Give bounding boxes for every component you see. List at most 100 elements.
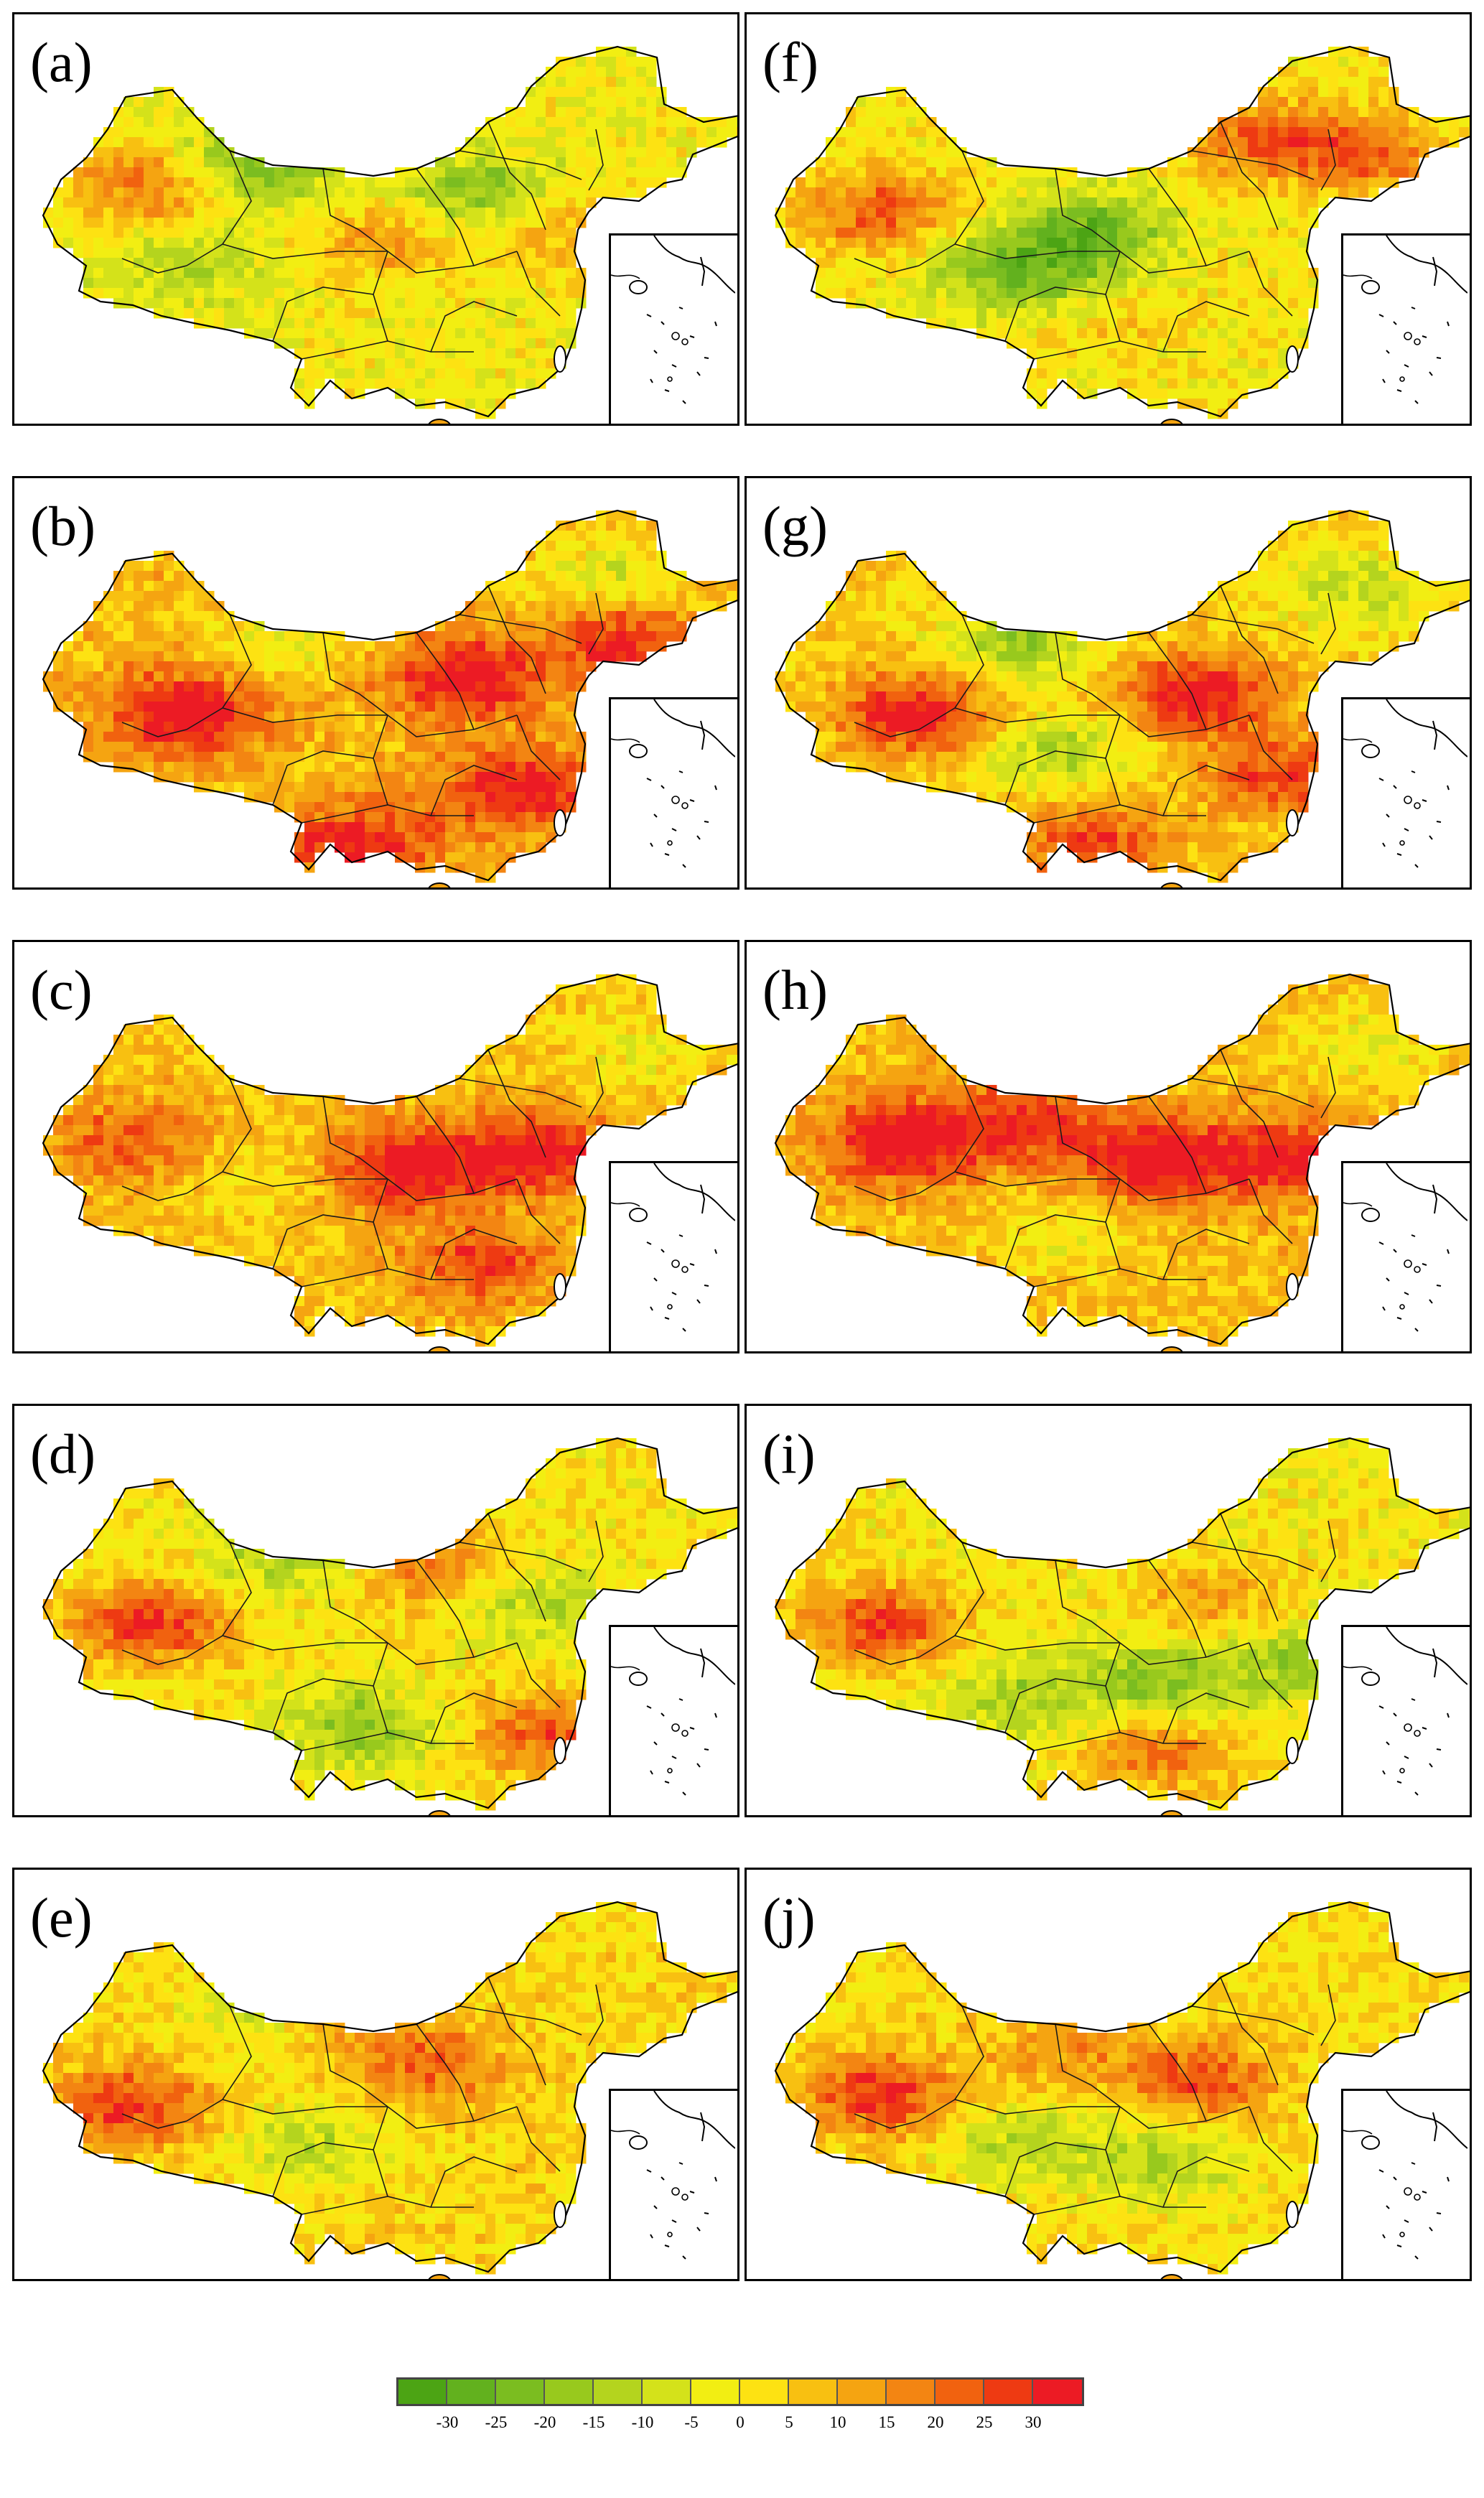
raster-cell xyxy=(606,117,617,128)
raster-cell xyxy=(596,1468,607,1479)
raster-cell xyxy=(244,1619,255,1630)
raster-cell xyxy=(405,218,416,228)
raster-cell xyxy=(345,388,355,399)
raster-cell xyxy=(144,1105,154,1116)
raster-cell xyxy=(154,167,164,178)
raster-cell xyxy=(254,1135,265,1146)
raster-cell xyxy=(234,1669,245,1680)
raster-cell xyxy=(395,812,406,823)
raster-cell xyxy=(586,1085,597,1096)
raster-cell xyxy=(536,1488,546,1499)
raster-cell xyxy=(355,328,365,339)
raster-cell xyxy=(345,661,355,672)
raster-cell xyxy=(515,1035,526,1045)
raster-cell xyxy=(636,1539,647,1549)
raster-cell xyxy=(375,208,386,218)
raster-cell xyxy=(164,1216,174,1226)
raster-cell xyxy=(365,1175,375,1186)
raster-cell xyxy=(184,1035,195,1045)
raster-cell xyxy=(616,57,627,67)
raster-cell xyxy=(515,1509,526,1519)
raster-cell xyxy=(636,1549,647,1560)
raster-cell xyxy=(415,1165,426,1176)
raster-cell xyxy=(224,1185,235,1196)
raster-cell xyxy=(53,228,64,238)
raster-cell xyxy=(214,1246,225,1257)
raster-cell xyxy=(365,358,375,369)
raster-cell xyxy=(566,1045,577,1055)
raster-cell xyxy=(616,1005,627,1015)
raster-cell xyxy=(264,631,275,642)
raster-cell xyxy=(264,288,275,299)
raster-cell xyxy=(536,732,546,742)
raster-cell xyxy=(154,702,164,712)
raster-cell xyxy=(204,671,215,682)
raster-cell xyxy=(485,1549,496,1560)
raster-cell xyxy=(505,177,516,188)
raster-cell xyxy=(224,1659,235,1670)
raster-cell xyxy=(515,318,526,329)
raster-cell xyxy=(325,1246,335,1257)
raster-cell xyxy=(194,591,205,602)
raster-cell xyxy=(505,1599,516,1610)
raster-cell xyxy=(515,1055,526,1066)
raster-cell xyxy=(566,641,577,652)
raster-cell xyxy=(204,621,215,632)
raster-cell xyxy=(244,1569,255,1580)
raster-cell xyxy=(365,1135,375,1146)
raster-cell xyxy=(576,167,587,178)
raster-cell xyxy=(345,812,355,823)
raster-cell xyxy=(556,107,566,118)
raster-cell xyxy=(435,1306,446,1317)
raster-cell xyxy=(244,228,255,238)
raster-cell xyxy=(445,762,456,773)
raster-cell xyxy=(395,197,406,208)
raster-cell xyxy=(355,762,365,773)
raster-cell xyxy=(204,631,215,642)
raster-cell xyxy=(204,248,215,258)
raster-cell xyxy=(495,1619,506,1630)
raster-cell xyxy=(355,1649,365,1660)
raster-cell xyxy=(546,551,556,561)
raster-cell xyxy=(526,228,536,238)
raster-cell xyxy=(264,1145,275,1156)
raster-cell xyxy=(144,571,154,582)
raster-cell xyxy=(505,702,516,712)
raster-cell xyxy=(556,1085,566,1096)
raster-cell xyxy=(284,1125,295,1136)
raster-cell xyxy=(154,1639,164,1650)
raster-cell xyxy=(144,228,154,238)
raster-cell xyxy=(415,722,426,732)
raster-cell xyxy=(113,1185,124,1196)
raster-cell xyxy=(113,1165,124,1176)
raster-cell xyxy=(485,1135,496,1146)
raster-cell xyxy=(274,208,285,218)
raster-cell xyxy=(425,378,436,389)
raster-cell xyxy=(73,702,84,712)
raster-cell xyxy=(53,691,64,702)
raster-cell xyxy=(174,1045,185,1055)
raster-cell xyxy=(284,1165,295,1176)
raster-cell xyxy=(616,1509,627,1519)
raster-cell xyxy=(123,1539,134,1549)
raster-cell xyxy=(123,1196,134,1206)
raster-cell xyxy=(435,651,446,662)
raster-cell xyxy=(365,1276,375,1287)
raster-cell xyxy=(536,187,546,198)
raster-cell xyxy=(656,107,667,118)
raster-cell xyxy=(113,661,124,672)
raster-cell xyxy=(475,611,486,622)
raster-cell xyxy=(314,318,325,329)
raster-cell xyxy=(385,1155,396,1166)
raster-cell xyxy=(405,722,416,732)
raster-cell xyxy=(103,691,114,702)
panel-label: (b) xyxy=(30,495,95,557)
raster-cell xyxy=(284,752,295,763)
raster-cell xyxy=(134,561,144,572)
raster-cell xyxy=(586,641,597,652)
raster-cell xyxy=(415,1579,426,1590)
raster-cell xyxy=(194,167,205,178)
raster-cell xyxy=(123,1125,134,1136)
raster-cell xyxy=(566,772,577,783)
raster-cell xyxy=(576,117,587,128)
